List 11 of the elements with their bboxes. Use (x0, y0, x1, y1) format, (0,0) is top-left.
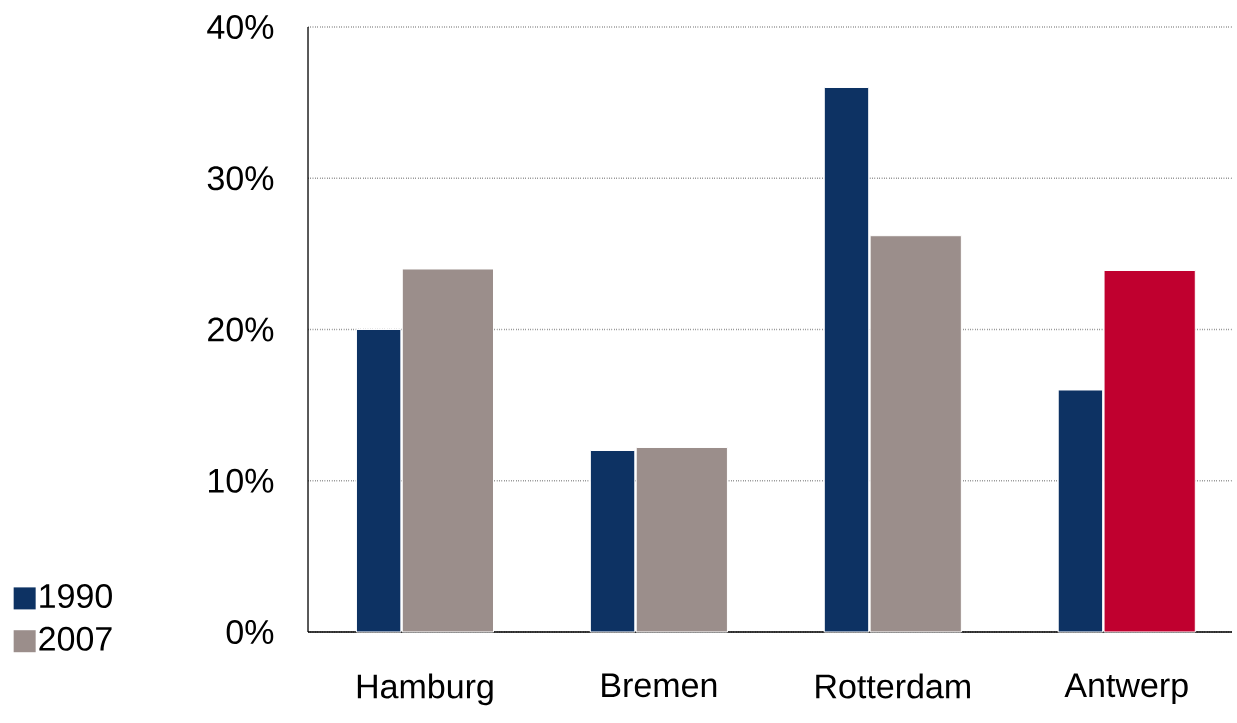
x-tick-label: Bremen (602, 673, 717, 698)
y-tick-label: 0% (226, 619, 274, 645)
x-tick-label: Rotterdam (816, 673, 970, 699)
y-tick-label: 40% (207, 14, 274, 40)
x-tick-label: Antwerp (1064, 673, 1188, 704)
legend-label: 1990 (40, 583, 112, 609)
legend-label: 2007 (39, 626, 112, 651)
y-tick-label: 20% (208, 317, 274, 342)
y-tick-label: 10% (209, 468, 274, 493)
y-tick-label: 30% (207, 166, 274, 191)
x-tick-label: Hamburg (357, 673, 493, 706)
